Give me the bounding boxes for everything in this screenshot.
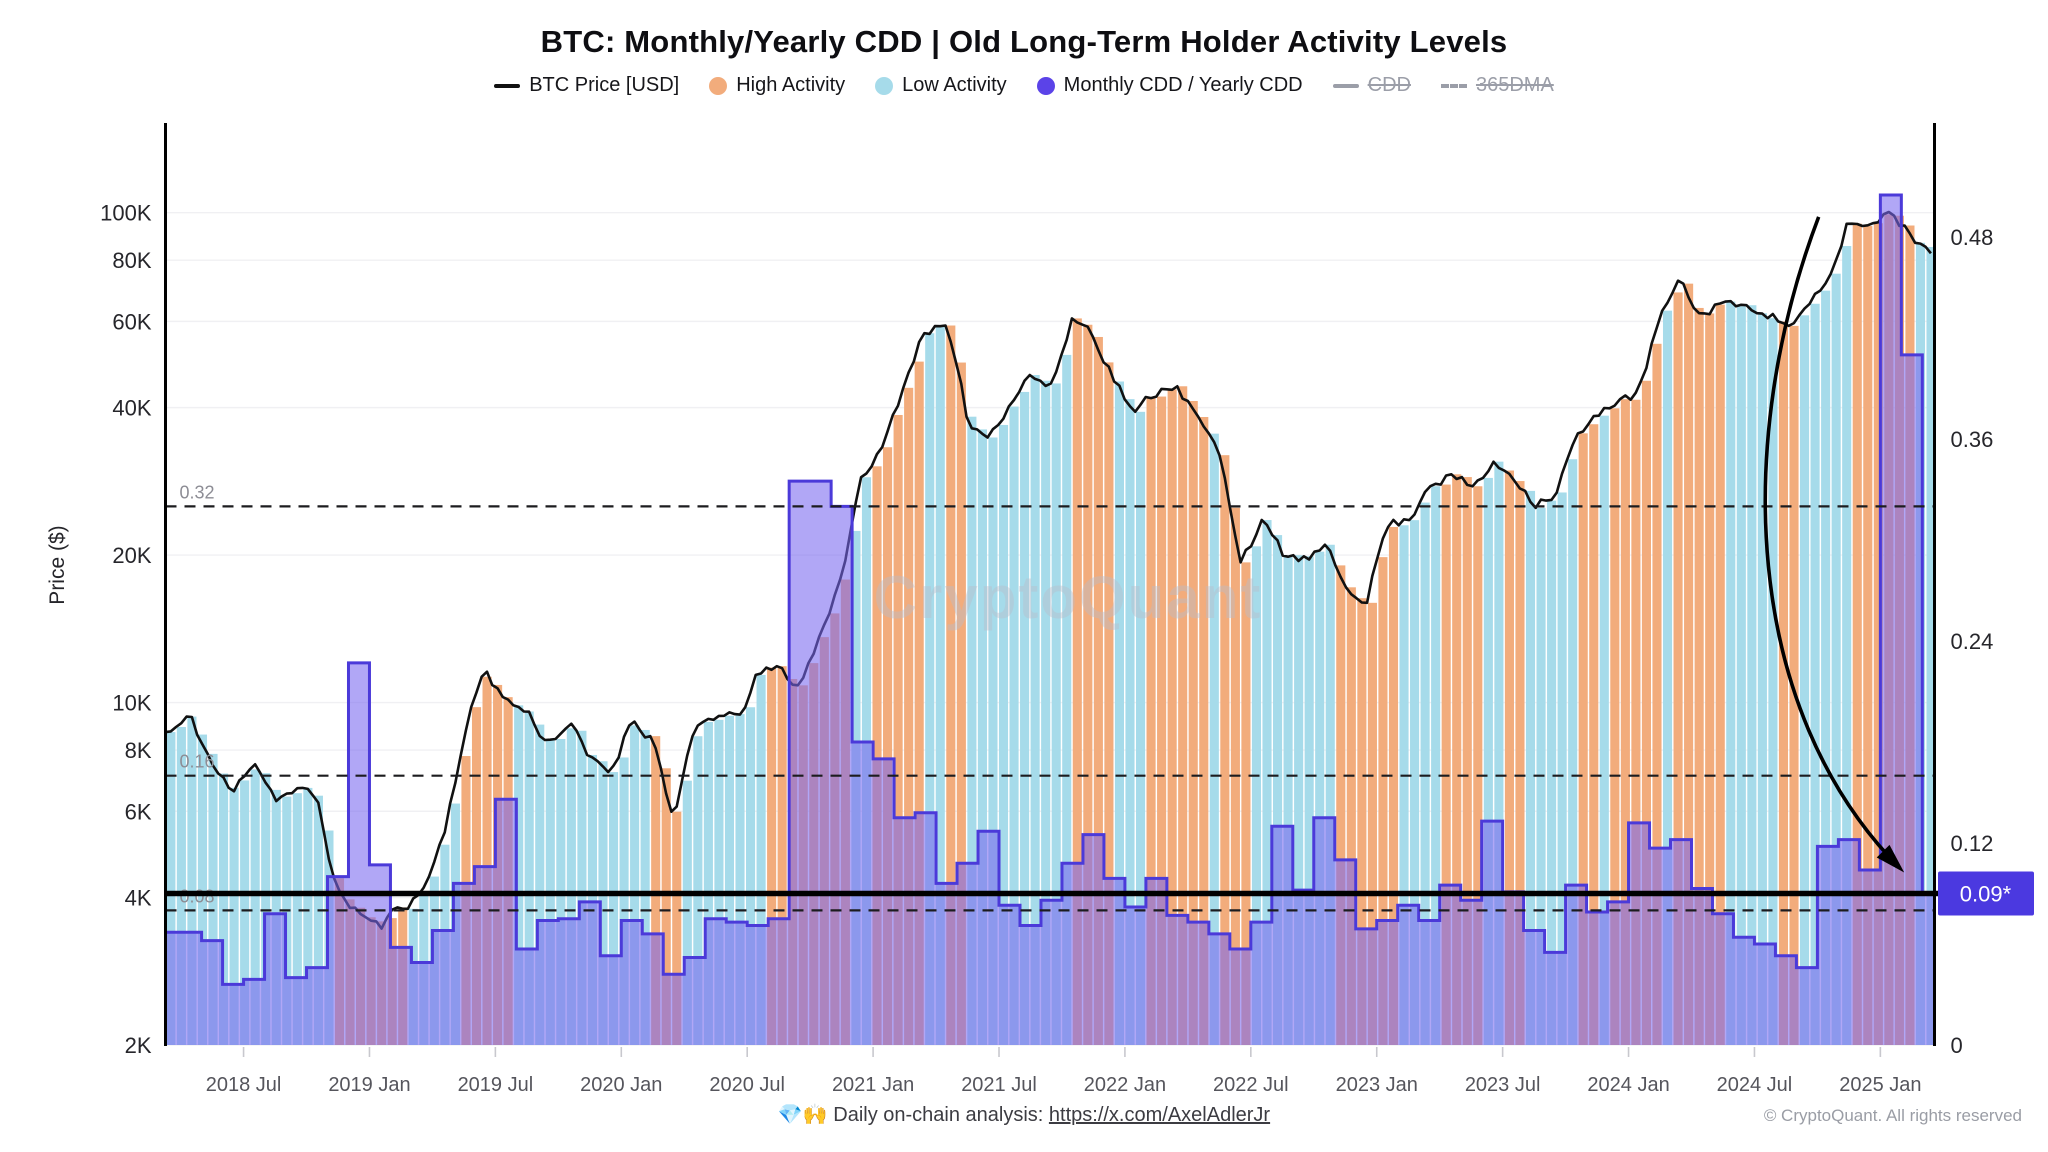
svg-text:100K: 100K	[100, 201, 152, 226]
svg-text:2022 Jan: 2022 Jan	[1084, 1074, 1166, 1096]
svg-text:2023 Jul: 2023 Jul	[1465, 1074, 1541, 1096]
svg-text:8K: 8K	[125, 738, 152, 763]
dot-marker-icon	[709, 76, 728, 95]
svg-text:2023 Jan: 2023 Jan	[1336, 1074, 1418, 1096]
svg-text:2K: 2K	[125, 1033, 152, 1058]
svg-text:20K: 20K	[112, 543, 151, 568]
legend-label: BTC Price [USD]	[529, 74, 680, 96]
svg-text:2019 Jan: 2019 Jan	[328, 1074, 410, 1096]
current-value-badge	[1938, 871, 2034, 916]
dash-marker-icon	[1440, 83, 1467, 88]
svg-text:2025 Jan: 2025 Jan	[1839, 1074, 1921, 1096]
svg-text:0.09*: 0.09*	[1960, 882, 2012, 907]
legend-label: Monthly CDD / Yearly CDD	[1063, 74, 1303, 96]
watermark: CryptoQuant	[874, 564, 1263, 631]
copyright: © CryptoQuant. All rights reserved	[1763, 1106, 2022, 1125]
svg-text:0.16: 0.16	[180, 752, 215, 772]
legend-item-cdd[interactable]: CDD	[1332, 74, 1411, 97]
svg-text:0.48: 0.48	[1951, 225, 1994, 250]
svg-text:2020 Jul: 2020 Jul	[709, 1074, 785, 1096]
legend-label: CDD	[1367, 74, 1411, 96]
legend-item-monthly-cdd-yearly-cdd[interactable]: Monthly CDD / Yearly CDD	[1036, 74, 1303, 97]
svg-text:0.36: 0.36	[1951, 427, 1994, 452]
svg-text:0: 0	[1951, 1033, 1963, 1058]
svg-text:0.08: 0.08	[180, 886, 215, 906]
legend-item-365dma[interactable]: 365DMA	[1440, 74, 1554, 97]
legend-label: Low Activity	[902, 74, 1007, 96]
legend-label: 365DMA	[1475, 74, 1554, 96]
legend-item-high-activity[interactable]: High Activity	[709, 74, 845, 97]
arrow-annotation	[1763, 216, 1902, 870]
svg-text:10K: 10K	[112, 691, 151, 716]
legend: BTC Price [USD] High Activity Low Activity…	[0, 74, 2048, 97]
svg-text:2022 Jul: 2022 Jul	[1213, 1074, 1289, 1096]
page-title: BTC: Monthly/Yearly CDD | Old Long-Term …	[540, 24, 1508, 59]
svg-text:80K: 80K	[112, 248, 151, 273]
svg-text:6K: 6K	[125, 799, 152, 824]
footer-link[interactable]: https://x.com/AxelAdlerJr	[1048, 1104, 1271, 1126]
line-marker-icon	[494, 83, 521, 88]
footer-note-text: 💎🙌 Daily on-chain analysis:	[777, 1104, 1049, 1126]
svg-text:0.12: 0.12	[1951, 831, 1994, 856]
svg-text:4K: 4K	[125, 886, 152, 911]
svg-text:60K: 60K	[112, 309, 151, 334]
svg-text:0.32: 0.32	[180, 482, 215, 502]
svg-text:2020 Jan: 2020 Jan	[580, 1074, 662, 1096]
svg-text:2019 Jul: 2019 Jul	[458, 1074, 534, 1096]
svg-text:40K: 40K	[112, 396, 151, 421]
svg-text:2024 Jul: 2024 Jul	[1717, 1074, 1793, 1096]
dot-marker-icon	[875, 76, 894, 95]
footer-note: 💎🙌 Daily on-chain analysis: https://x.co…	[0, 1102, 2048, 1127]
svg-text:2018 Jul: 2018 Jul	[206, 1074, 282, 1096]
svg-text:0.24: 0.24	[1951, 629, 1994, 654]
dot-marker-icon	[1036, 76, 1055, 95]
svg-text:2024 Jan: 2024 Jan	[1587, 1074, 1669, 1096]
line-marker-icon	[1332, 83, 1359, 88]
legend-label: High Activity	[736, 74, 846, 96]
legend-item-low-activity[interactable]: Low Activity	[875, 74, 1007, 97]
svg-text:2021 Jul: 2021 Jul	[961, 1074, 1037, 1096]
svg-text:2021 Jan: 2021 Jan	[832, 1074, 914, 1096]
legend-item-btc-price-usd-[interactable]: BTC Price [USD]	[494, 74, 679, 97]
